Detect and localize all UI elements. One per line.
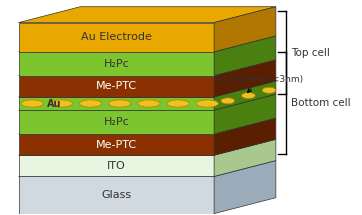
- Ellipse shape: [241, 93, 255, 98]
- Polygon shape: [214, 36, 276, 76]
- Polygon shape: [214, 118, 276, 155]
- Text: Au clusters (<3nm): Au clusters (<3nm): [215, 75, 303, 93]
- Text: Bottom cell: Bottom cell: [291, 98, 351, 108]
- Polygon shape: [18, 23, 214, 52]
- Text: Top cell: Top cell: [291, 48, 330, 58]
- Polygon shape: [18, 118, 276, 134]
- Polygon shape: [18, 76, 214, 97]
- Polygon shape: [18, 81, 276, 97]
- Polygon shape: [214, 60, 276, 97]
- Polygon shape: [18, 134, 214, 155]
- Ellipse shape: [221, 98, 235, 104]
- Polygon shape: [18, 155, 214, 177]
- Polygon shape: [18, 94, 276, 110]
- Text: Me-PTC: Me-PTC: [96, 140, 137, 150]
- Text: Me-PTC: Me-PTC: [96, 81, 137, 91]
- Polygon shape: [18, 110, 214, 134]
- Ellipse shape: [138, 100, 160, 107]
- Polygon shape: [18, 36, 276, 52]
- Polygon shape: [18, 177, 214, 214]
- Text: H₂Pc: H₂Pc: [104, 59, 129, 69]
- Ellipse shape: [109, 100, 131, 107]
- Polygon shape: [18, 139, 276, 155]
- Text: Glass: Glass: [101, 190, 131, 200]
- Ellipse shape: [167, 100, 189, 107]
- Polygon shape: [18, 52, 214, 76]
- Polygon shape: [18, 161, 276, 177]
- Ellipse shape: [50, 100, 72, 107]
- Polygon shape: [214, 161, 276, 214]
- Ellipse shape: [79, 100, 102, 107]
- Polygon shape: [18, 60, 276, 76]
- Ellipse shape: [196, 100, 218, 107]
- Polygon shape: [18, 7, 276, 23]
- Text: Au: Au: [47, 98, 62, 109]
- Polygon shape: [214, 7, 276, 52]
- Polygon shape: [18, 97, 214, 110]
- Text: Au Electrode: Au Electrode: [81, 32, 152, 42]
- Text: H₂Pc: H₂Pc: [104, 117, 129, 127]
- Polygon shape: [214, 94, 276, 134]
- Ellipse shape: [262, 87, 276, 93]
- Ellipse shape: [21, 100, 43, 107]
- Text: ITO: ITO: [107, 161, 126, 171]
- Polygon shape: [214, 81, 276, 110]
- Polygon shape: [214, 139, 276, 177]
